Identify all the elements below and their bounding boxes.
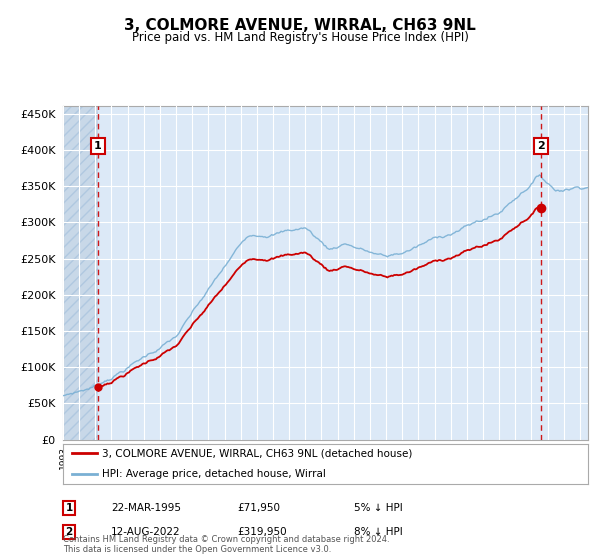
Text: £319,950: £319,950 [237, 527, 287, 537]
Text: HPI: Average price, detached house, Wirral: HPI: Average price, detached house, Wirr… [103, 469, 326, 478]
Text: 3, COLMORE AVENUE, WIRRAL, CH63 9NL (detached house): 3, COLMORE AVENUE, WIRRAL, CH63 9NL (det… [103, 449, 413, 458]
Text: 3, COLMORE AVENUE, WIRRAL, CH63 9NL: 3, COLMORE AVENUE, WIRRAL, CH63 9NL [124, 18, 476, 33]
Text: Contains HM Land Registry data © Crown copyright and database right 2024.
This d: Contains HM Land Registry data © Crown c… [63, 535, 389, 554]
Text: 12-AUG-2022: 12-AUG-2022 [111, 527, 181, 537]
Text: 5% ↓ HPI: 5% ↓ HPI [354, 503, 403, 513]
Text: Price paid vs. HM Land Registry's House Price Index (HPI): Price paid vs. HM Land Registry's House … [131, 31, 469, 44]
Text: 1: 1 [94, 141, 102, 151]
Text: 8% ↓ HPI: 8% ↓ HPI [354, 527, 403, 537]
Text: 1: 1 [65, 503, 73, 513]
Bar [63, 106, 98, 440]
Text: 2: 2 [65, 527, 73, 537]
Text: 2: 2 [537, 141, 545, 151]
Text: £71,950: £71,950 [237, 503, 280, 513]
Text: 22-MAR-1995: 22-MAR-1995 [111, 503, 181, 513]
